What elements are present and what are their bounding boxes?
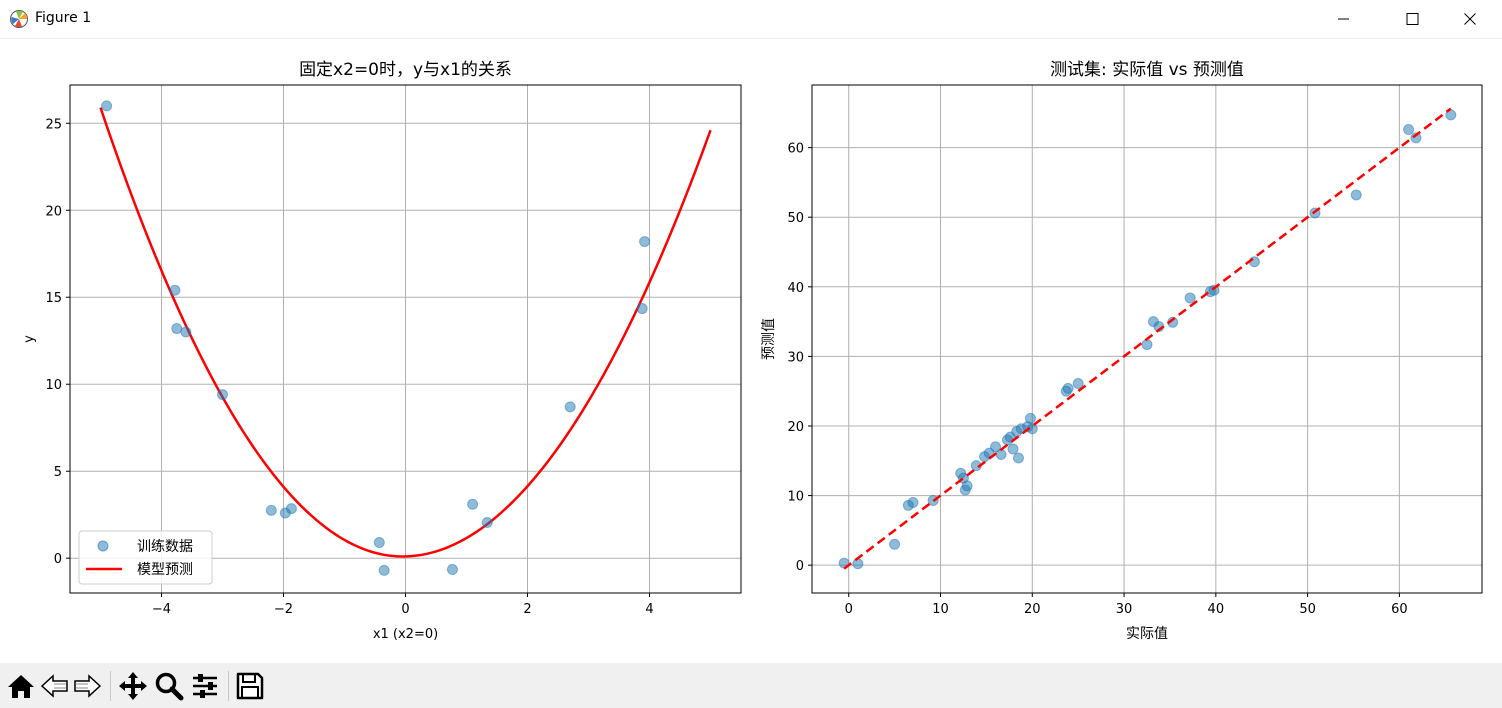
y-tick-label: 15 (45, 291, 62, 306)
toolbar-separator (228, 671, 229, 701)
scatter-point (1007, 443, 1019, 455)
y-tick-label: 30 (787, 350, 804, 365)
home-icon[interactable] (5, 670, 37, 702)
scatter-point (217, 389, 228, 401)
left-legend: 训练数据 模型预测 (78, 530, 213, 585)
scatter-point (1072, 378, 1084, 390)
y-tick-label: 60 (787, 142, 804, 157)
window-titlebar: Figure 1 (0, 0, 1502, 39)
scatter-point (564, 401, 576, 413)
x-tick-label: −4 (152, 602, 171, 617)
scatter-point (180, 326, 192, 338)
x-tick-label: 2 (523, 602, 531, 617)
zoom-icon[interactable] (153, 670, 185, 702)
toolbar-separator (110, 671, 111, 701)
navigation-toolbar (0, 663, 1502, 708)
window-title: Figure 1 (35, 10, 92, 26)
identity-reference-line (843, 107, 1452, 570)
scatter-point (1013, 452, 1025, 464)
scatter-point (1024, 412, 1036, 424)
right-gridlines (812, 85, 1482, 593)
configure-subplots-icon[interactable] (189, 670, 221, 702)
scatter-point (169, 284, 181, 296)
pan-icon[interactable] (117, 670, 149, 702)
legend-box (78, 530, 213, 585)
right-axes-frame (811, 84, 1483, 594)
legend-label-model-prediction: 模型预测 (137, 562, 193, 578)
y-tick-label: 50 (787, 211, 804, 226)
left-axes-frame (69, 84, 742, 594)
right-x-axis-label: 实际值 (1126, 626, 1168, 642)
scatter-point (1141, 339, 1153, 351)
close-icon[interactable] (1447, 0, 1493, 38)
left-chart-title: 固定x2=0时，y与x1的关系 (299, 60, 512, 80)
y-tick-label: 25 (45, 117, 62, 132)
scatter-point (481, 517, 493, 529)
scatter-point (636, 303, 648, 315)
x-tick-label: 30 (1116, 602, 1133, 617)
save-icon[interactable] (234, 670, 266, 702)
scatter-point (639, 236, 651, 248)
scatter-point (1062, 382, 1074, 394)
x-tick-label: 60 (1391, 602, 1408, 617)
y-tick-label: 20 (787, 420, 804, 435)
forward-icon[interactable] (71, 670, 103, 702)
scatter-point (907, 497, 919, 509)
scatter-point (378, 564, 390, 576)
scatter-point (961, 480, 973, 492)
legend-label-training-data: 训练数据 (137, 539, 193, 555)
y-tick-label: 10 (787, 490, 804, 505)
legend-scatter-marker (97, 540, 109, 552)
scatter-point (852, 558, 864, 570)
scatter-point (265, 504, 277, 516)
x-tick-label: 0 (845, 602, 853, 617)
right-chart-title: 测试集: 实际值 vs 预测值 (1050, 60, 1244, 80)
scatter-point (467, 498, 479, 510)
right-subplot: 0 10 20 30 40 50 60 0 10 20 30 40 50 60 测试集: 实际值 vs 预… (761, 60, 1483, 642)
back-icon[interactable] (39, 670, 71, 702)
minimize-icon[interactable] (1320, 0, 1366, 38)
scatter-point (1410, 132, 1422, 144)
x-tick-label: 0 (401, 602, 409, 617)
x-tick-label: 50 (1299, 602, 1316, 617)
y-tick-label: 40 (787, 281, 804, 296)
scatter-point (1403, 124, 1415, 136)
scatter-point (171, 323, 183, 335)
x-tick-label: 4 (645, 602, 653, 617)
y-tick-label: 0 (54, 552, 62, 567)
left-gridlines (70, 85, 741, 593)
y-tick-label: 5 (54, 465, 62, 480)
right-y-axis-label: 预测值 (761, 318, 777, 360)
scatter-point (1350, 189, 1362, 201)
right-plot-marks (838, 107, 1457, 570)
scatter-point (1184, 292, 1196, 304)
x-tick-label: 20 (1024, 602, 1041, 617)
matplotlib-logo-icon (10, 10, 28, 28)
x-tick-label: −2 (274, 602, 293, 617)
right-tick-labels: 0 10 20 30 40 50 60 0 10 20 30 40 50 60 (787, 142, 1407, 617)
scatter-point (889, 538, 901, 550)
left-tick-labels: −4 −2 0 2 4 0 5 10 15 20 25 (45, 117, 653, 617)
y-tick-label: 10 (45, 378, 62, 393)
y-tick-label: 20 (45, 204, 62, 219)
x-tick-label: 10 (932, 602, 949, 617)
left-subplot: −4 −2 0 2 4 0 5 10 15 20 25 固定x2=0时，y与x1的关系 x1 (x2… (22, 60, 742, 642)
figure-canvas[interactable]: −4 −2 0 2 4 0 5 10 15 20 25 固定x2=0时，y与x1的关系 x1 (x2… (0, 39, 1502, 663)
scatter-point (373, 537, 385, 549)
scatter-point (446, 564, 458, 576)
x-tick-label: 40 (1208, 602, 1225, 617)
model-prediction-line (99, 107, 712, 558)
scatter-point (990, 441, 1002, 453)
maximize-icon[interactable] (1389, 0, 1435, 38)
left-plot-marks (99, 100, 712, 576)
y-tick-label: 0 (796, 559, 804, 574)
scatter-point (101, 100, 113, 112)
left-y-axis-label: y (22, 335, 37, 343)
left-x-axis-label: x1 (x2=0) (373, 627, 438, 642)
scatter-point (285, 503, 297, 515)
